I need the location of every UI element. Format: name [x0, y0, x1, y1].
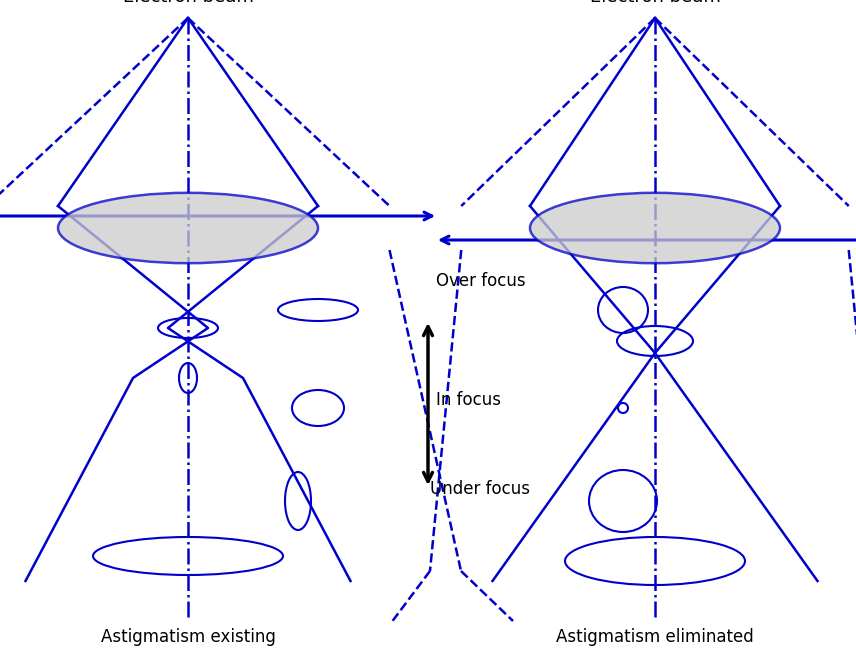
- Ellipse shape: [58, 193, 318, 263]
- Text: Under focus: Under focus: [430, 480, 530, 498]
- Text: Electron beam: Electron beam: [122, 0, 253, 6]
- Text: Electron beam: Electron beam: [590, 0, 721, 6]
- Text: Astigmatism existing: Astigmatism existing: [100, 628, 276, 646]
- Ellipse shape: [530, 193, 780, 263]
- Text: Over focus: Over focus: [436, 272, 526, 290]
- Text: In focus: In focus: [436, 391, 501, 409]
- Text: Astigmatism eliminated: Astigmatism eliminated: [556, 628, 754, 646]
